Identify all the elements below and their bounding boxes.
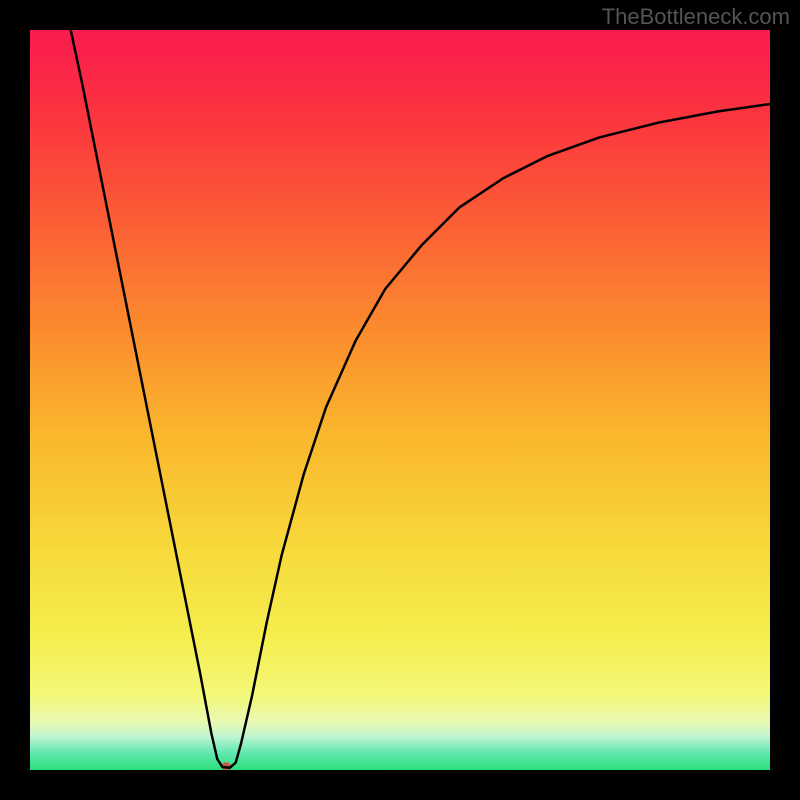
plot-background	[30, 30, 770, 770]
chart-container: TheBottleneck.com	[0, 0, 800, 800]
watermark-text: TheBottleneck.com	[602, 4, 790, 30]
bottleneck-chart	[0, 0, 800, 800]
